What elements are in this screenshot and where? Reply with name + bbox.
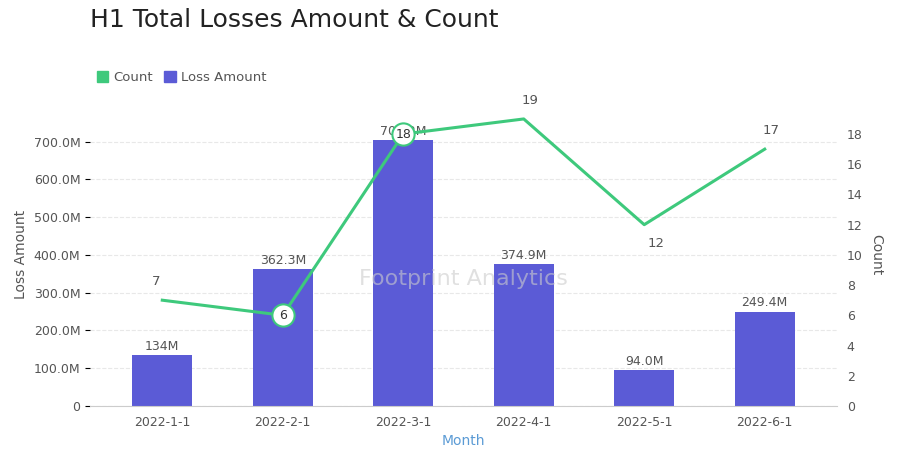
Bar [374, 140, 434, 406]
Text: 362.3M: 362.3M [259, 254, 306, 267]
Text: 17: 17 [762, 124, 779, 137]
Text: 249.4M: 249.4M [742, 296, 788, 310]
Bar [132, 355, 193, 406]
Bar [734, 312, 795, 406]
Text: Footprint Analytics: Footprint Analytics [359, 269, 568, 289]
Y-axis label: Loss Amount: Loss Amount [14, 211, 28, 299]
Text: 134M: 134M [145, 340, 179, 353]
Bar [614, 371, 674, 406]
Text: 704.2M: 704.2M [380, 125, 427, 138]
X-axis label: Month: Month [442, 434, 485, 448]
Text: 18: 18 [395, 127, 411, 141]
Bar [253, 269, 313, 406]
Text: 94.0M: 94.0M [625, 355, 663, 368]
Text: 6: 6 [279, 309, 287, 322]
Text: 12: 12 [648, 237, 665, 250]
Text: 7: 7 [152, 275, 160, 288]
Text: H1 Total Losses Amount & Count: H1 Total Losses Amount & Count [90, 8, 499, 33]
Text: 374.9M: 374.9M [500, 249, 547, 262]
Legend: Count, Loss Amount: Count, Loss Amount [96, 71, 266, 84]
Bar [493, 264, 554, 406]
Text: 19: 19 [521, 94, 538, 107]
Y-axis label: Count: Count [869, 234, 884, 276]
